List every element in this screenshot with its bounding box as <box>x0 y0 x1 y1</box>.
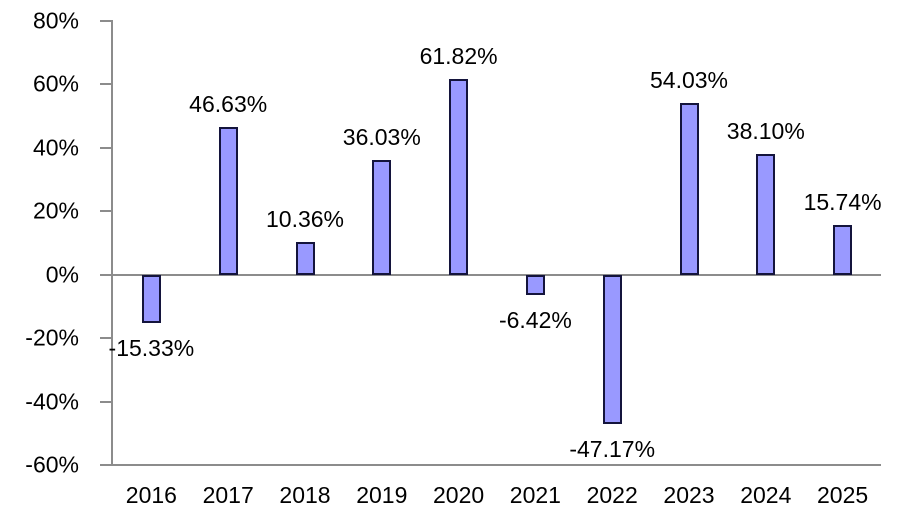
y-tick-80 <box>100 20 113 22</box>
value-label-2018: 10.36% <box>265 205 345 232</box>
x-tick-label-2024: 2024 <box>740 482 792 508</box>
value-label-2016: -15.33% <box>108 335 195 362</box>
value-label-2021: -6.42% <box>498 307 572 334</box>
bottom-line <box>113 464 881 466</box>
bar-2022 <box>602 274 622 425</box>
bar-2024 <box>756 153 776 275</box>
x-tick-label-2021: 2021 <box>509 482 561 508</box>
y-tick-label--60: -60% <box>25 451 79 478</box>
bar-2021 <box>525 274 545 296</box>
value-label-2019: 36.03% <box>342 124 421 151</box>
y-tick-label-60: 60% <box>32 70 79 97</box>
x-tick-label-2017: 2017 <box>202 482 254 508</box>
y-tick-60 <box>100 83 113 86</box>
y-tick-0 <box>100 273 113 276</box>
x-tick-label-2025: 2025 <box>817 482 869 508</box>
value-label-2024: 38.10% <box>726 117 805 144</box>
value-label-2025: 15.74% <box>803 188 882 215</box>
y-axis-line <box>111 20 113 466</box>
y-tick--60 <box>100 464 113 466</box>
y-tick-label-20: 20% <box>32 197 79 224</box>
x-tick-label-2022: 2022 <box>586 482 638 508</box>
y-tick--20 <box>100 337 113 340</box>
x-tick-label-2023: 2023 <box>663 482 715 508</box>
value-label-2020: 61.82% <box>419 42 498 69</box>
value-label-2022: -47.17% <box>569 436 656 463</box>
y-tick-label--20: -20% <box>25 324 79 351</box>
bar-2017 <box>218 126 238 275</box>
y-tick-label-0: 0% <box>45 261 79 288</box>
x-tick-label-2020: 2020 <box>433 482 485 508</box>
y-tick-40 <box>100 146 113 149</box>
value-label-2017: 46.63% <box>189 90 268 117</box>
zero-line <box>113 273 881 276</box>
y-tick-label-40: 40% <box>32 134 79 161</box>
value-label-2023: 54.03% <box>649 67 729 94</box>
y-tick-20 <box>100 210 113 213</box>
y-tick--40 <box>100 400 113 403</box>
x-tick-label-2019: 2019 <box>356 482 408 508</box>
bar-2025 <box>833 224 853 275</box>
y-tick-label-80: 80% <box>32 7 79 34</box>
bar-2023 <box>679 103 699 275</box>
y-tick-label--40: -40% <box>25 388 79 415</box>
bar-2019 <box>372 160 392 275</box>
bar-2018 <box>295 241 315 275</box>
bar-2016 <box>141 274 161 324</box>
bar-2020 <box>449 78 469 275</box>
x-tick-label-2016: 2016 <box>125 482 177 508</box>
x-tick-label-2018: 2018 <box>279 482 331 508</box>
